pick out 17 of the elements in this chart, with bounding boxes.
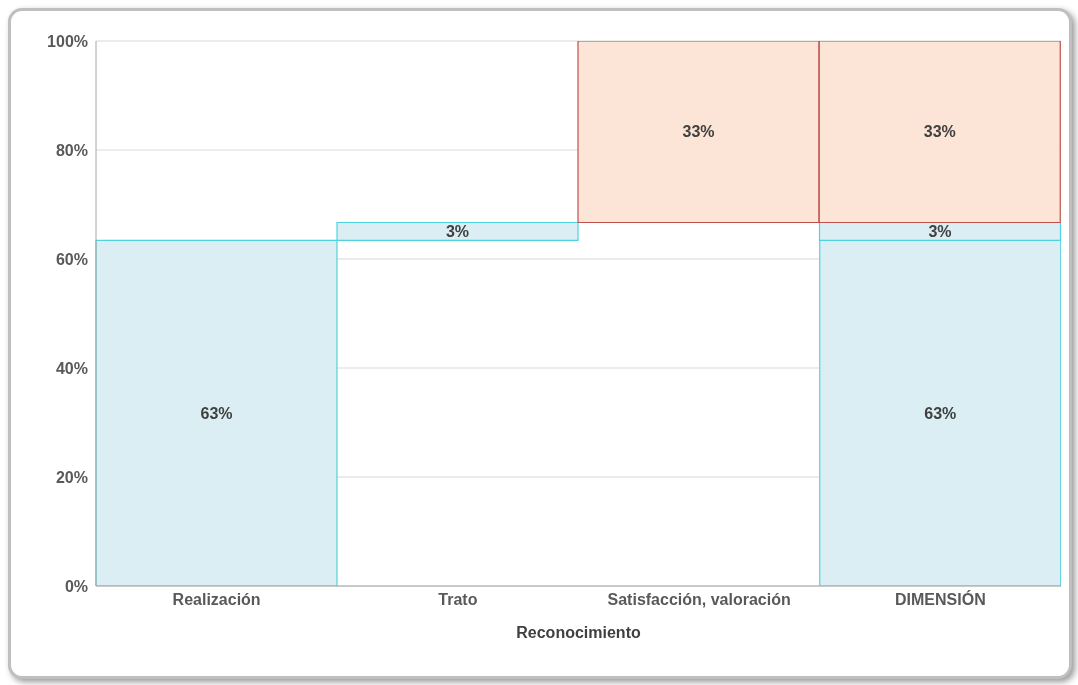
data-label: 3% [445, 222, 470, 240]
data-label: 3% [928, 222, 952, 240]
y-tick-label: 60% [55, 250, 88, 268]
x-tick-label: Satisfacción, valoración [607, 591, 791, 609]
data-label: 33% [682, 123, 715, 141]
data-label: 33% [923, 123, 956, 141]
y-tick-label: 80% [55, 141, 88, 159]
y-tick-label: 20% [55, 468, 88, 486]
data-label: 63% [924, 404, 957, 422]
y-tick-label: 40% [55, 359, 88, 377]
x-tick-label: DIMENSIÓN [895, 590, 986, 609]
x-axis-title: Reconocimiento [516, 624, 641, 641]
y-tick-label: 0% [64, 577, 88, 595]
x-tick-label: Realización [172, 591, 261, 609]
y-tick-label: 100% [47, 32, 88, 50]
x-tick-label: Trato [438, 591, 478, 609]
data-label: 63% [200, 404, 233, 422]
